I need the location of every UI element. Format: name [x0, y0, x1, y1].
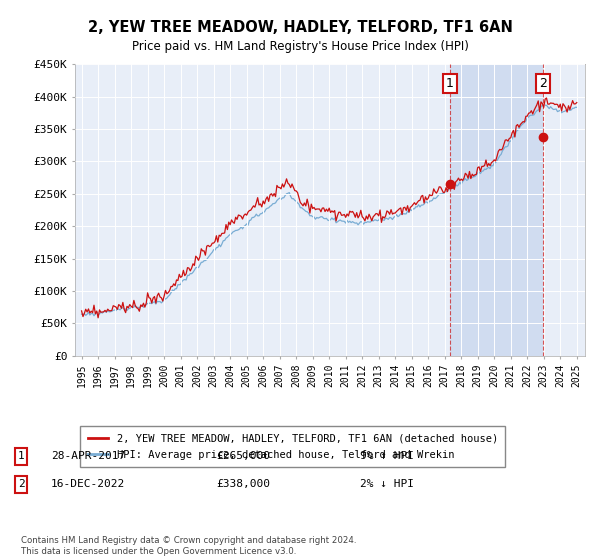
Text: £338,000: £338,000 — [216, 479, 270, 489]
Text: 28-APR-2017: 28-APR-2017 — [51, 451, 125, 461]
Text: £265,000: £265,000 — [216, 451, 270, 461]
Bar — [449, 64, 543, 356]
Text: 2: 2 — [17, 479, 25, 489]
Text: Price paid vs. HM Land Registry's House Price Index (HPI): Price paid vs. HM Land Registry's House … — [131, 40, 469, 53]
Text: 1: 1 — [17, 451, 25, 461]
Text: Contains HM Land Registry data © Crown copyright and database right 2024.
This d: Contains HM Land Registry data © Crown c… — [21, 536, 356, 556]
Text: 1: 1 — [446, 77, 454, 90]
Text: 16-DEC-2022: 16-DEC-2022 — [51, 479, 125, 489]
Text: 2% ↓ HPI: 2% ↓ HPI — [360, 479, 414, 489]
Legend: 2, YEW TREE MEADOW, HADLEY, TELFORD, TF1 6AN (detached house), HPI: Average pric: 2, YEW TREE MEADOW, HADLEY, TELFORD, TF1… — [80, 426, 505, 467]
Text: 2, YEW TREE MEADOW, HADLEY, TELFORD, TF1 6AN: 2, YEW TREE MEADOW, HADLEY, TELFORD, TF1… — [88, 20, 512, 35]
Text: 9% ↑ HPI: 9% ↑ HPI — [360, 451, 414, 461]
Text: 2: 2 — [539, 77, 547, 90]
